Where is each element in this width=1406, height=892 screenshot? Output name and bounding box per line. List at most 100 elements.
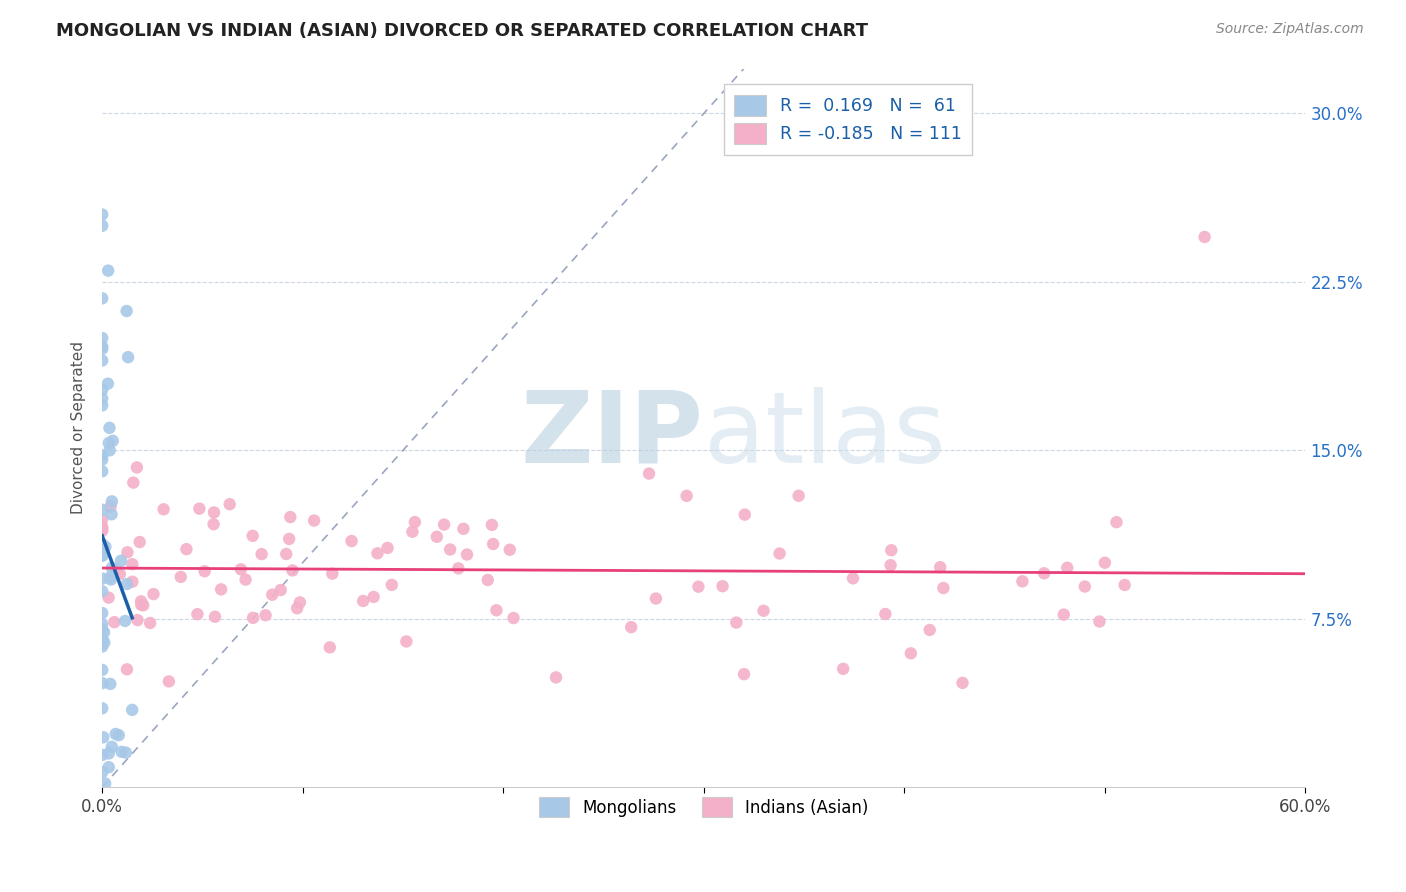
Point — [1074, 580, 1097, 594]
Point — [321, 566, 343, 581]
Point — [620, 620, 643, 634]
Point — [91, 537, 114, 551]
Point — [93, 635, 115, 649]
Point — [229, 562, 252, 576]
Point — [319, 640, 342, 655]
Point — [733, 667, 755, 681]
Point — [842, 571, 865, 585]
Point — [98, 571, 121, 585]
Text: ZIP: ZIP — [522, 386, 704, 483]
Point — [97, 747, 120, 761]
Point — [91, 663, 114, 677]
Point — [281, 564, 304, 578]
Point — [115, 577, 138, 591]
Point — [929, 560, 952, 574]
Point — [115, 304, 138, 318]
Point — [439, 542, 461, 557]
Point — [340, 534, 363, 549]
Point — [675, 489, 697, 503]
Point — [91, 207, 114, 221]
Point — [176, 542, 198, 557]
Point — [170, 570, 193, 584]
Point — [1033, 566, 1056, 581]
Point — [477, 573, 499, 587]
Point — [485, 603, 508, 617]
Point — [91, 524, 114, 538]
Point — [188, 501, 211, 516]
Point — [142, 587, 165, 601]
Point — [101, 434, 124, 448]
Point — [456, 548, 478, 562]
Point — [117, 350, 139, 364]
Point — [377, 541, 399, 555]
Point — [104, 562, 127, 576]
Point — [122, 475, 145, 490]
Point — [91, 353, 114, 368]
Point — [91, 331, 114, 345]
Point — [787, 489, 810, 503]
Point — [91, 731, 114, 745]
Point — [94, 776, 117, 790]
Point — [127, 613, 149, 627]
Point — [100, 508, 122, 522]
Point — [186, 607, 208, 622]
Point — [688, 580, 710, 594]
Point — [832, 662, 855, 676]
Point — [194, 564, 217, 578]
Point — [918, 623, 941, 637]
Point — [98, 443, 121, 458]
Point — [401, 524, 423, 539]
Point — [91, 537, 114, 551]
Point — [1094, 556, 1116, 570]
Point — [108, 566, 131, 581]
Point — [91, 392, 114, 406]
Point — [254, 608, 277, 623]
Point — [114, 614, 136, 628]
Point — [218, 497, 240, 511]
Point — [104, 727, 127, 741]
Point — [544, 670, 567, 684]
Point — [91, 398, 114, 412]
Point — [115, 662, 138, 676]
Point — [242, 611, 264, 625]
Point — [278, 510, 301, 524]
Point — [107, 728, 129, 742]
Point — [101, 561, 124, 575]
Point — [121, 574, 143, 589]
Point — [285, 601, 308, 615]
Point — [1053, 607, 1076, 622]
Point — [363, 590, 385, 604]
Point — [91, 464, 114, 478]
Point — [129, 598, 152, 612]
Point — [91, 342, 114, 356]
Point — [152, 502, 174, 516]
Point — [91, 765, 114, 780]
Point — [97, 436, 120, 450]
Point — [288, 595, 311, 609]
Point — [91, 512, 114, 526]
Point — [91, 617, 114, 632]
Point — [91, 219, 114, 233]
Point — [97, 760, 120, 774]
Point — [117, 545, 139, 559]
Point — [1056, 560, 1078, 574]
Point — [725, 615, 748, 630]
Point — [129, 594, 152, 608]
Point — [302, 514, 325, 528]
Point — [91, 701, 114, 715]
Point — [110, 554, 132, 568]
Point — [482, 537, 505, 551]
Text: MONGOLIAN VS INDIAN (ASIAN) DIVORCED OR SEPARATED CORRELATION CHART: MONGOLIAN VS INDIAN (ASIAN) DIVORCED OR … — [56, 22, 869, 40]
Point — [91, 383, 114, 397]
Point — [98, 677, 121, 691]
Y-axis label: Divorced or Separated: Divorced or Separated — [72, 342, 86, 515]
Point — [879, 558, 901, 573]
Point — [157, 674, 180, 689]
Point — [97, 263, 120, 277]
Point — [91, 339, 114, 353]
Point — [262, 588, 284, 602]
Point — [91, 747, 114, 762]
Point — [91, 503, 114, 517]
Point — [91, 449, 114, 463]
Point — [91, 632, 114, 646]
